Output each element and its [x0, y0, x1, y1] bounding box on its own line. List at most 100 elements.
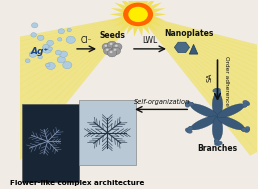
Circle shape [215, 142, 220, 146]
Circle shape [245, 128, 250, 132]
Polygon shape [119, 20, 132, 31]
FancyBboxPatch shape [79, 100, 136, 165]
Circle shape [48, 47, 53, 50]
Circle shape [245, 127, 250, 131]
Polygon shape [110, 12, 125, 17]
Circle shape [107, 50, 117, 57]
Polygon shape [133, 24, 140, 36]
Circle shape [244, 129, 249, 133]
Circle shape [217, 141, 222, 145]
Text: Cl⁻: Cl⁻ [80, 36, 92, 45]
Circle shape [243, 103, 247, 107]
Circle shape [185, 102, 190, 105]
Polygon shape [111, 15, 126, 21]
Circle shape [216, 91, 221, 94]
Polygon shape [126, 23, 136, 35]
Circle shape [46, 62, 55, 70]
Circle shape [188, 126, 193, 130]
Circle shape [67, 28, 71, 32]
Circle shape [185, 128, 190, 132]
Polygon shape [141, 23, 150, 35]
Circle shape [243, 103, 247, 107]
Circle shape [58, 38, 62, 41]
Circle shape [241, 128, 246, 131]
Circle shape [110, 51, 112, 53]
Polygon shape [217, 116, 244, 130]
Circle shape [217, 142, 221, 145]
Circle shape [63, 61, 72, 69]
Circle shape [102, 43, 111, 50]
Circle shape [245, 102, 250, 106]
Circle shape [188, 130, 192, 133]
Circle shape [215, 88, 220, 92]
Circle shape [58, 29, 64, 34]
Text: Flower-like complex architecture: Flower-like complex architecture [11, 180, 145, 186]
Circle shape [103, 47, 113, 55]
Circle shape [188, 127, 192, 130]
Polygon shape [138, 14, 258, 156]
Text: Nanoplates: Nanoplates [164, 29, 214, 38]
Polygon shape [189, 44, 198, 54]
Circle shape [110, 43, 112, 45]
Circle shape [189, 102, 194, 106]
Circle shape [216, 91, 221, 95]
Circle shape [115, 45, 118, 47]
Circle shape [47, 40, 54, 46]
Text: SA: SA [206, 73, 212, 82]
Polygon shape [141, 0, 150, 6]
Circle shape [112, 43, 122, 50]
Circle shape [216, 88, 221, 92]
Circle shape [214, 139, 219, 143]
Circle shape [187, 129, 191, 133]
Polygon shape [212, 93, 223, 117]
Polygon shape [150, 8, 165, 14]
Text: Order adherence: Order adherence [224, 56, 229, 105]
Circle shape [188, 126, 193, 130]
Circle shape [245, 101, 249, 105]
Polygon shape [114, 2, 129, 11]
Circle shape [242, 104, 247, 107]
Text: LWL: LWL [142, 36, 158, 45]
Circle shape [186, 129, 190, 132]
Polygon shape [114, 18, 129, 26]
Circle shape [241, 127, 246, 131]
Circle shape [107, 41, 117, 49]
Circle shape [241, 128, 246, 132]
Circle shape [38, 55, 43, 59]
Polygon shape [144, 0, 157, 8]
Circle shape [189, 102, 194, 106]
Circle shape [45, 63, 50, 67]
Polygon shape [150, 15, 165, 21]
Circle shape [42, 46, 52, 53]
Polygon shape [137, 24, 143, 36]
Circle shape [128, 7, 148, 22]
Circle shape [214, 139, 219, 143]
Polygon shape [137, 0, 143, 5]
Text: Seeds: Seeds [99, 31, 125, 40]
Circle shape [104, 45, 107, 47]
Polygon shape [147, 2, 162, 11]
Polygon shape [217, 104, 244, 118]
Polygon shape [174, 42, 190, 53]
Circle shape [244, 101, 248, 104]
Circle shape [29, 51, 37, 57]
Circle shape [37, 35, 44, 40]
Circle shape [188, 102, 193, 106]
Circle shape [111, 47, 120, 55]
Polygon shape [133, 0, 140, 5]
Polygon shape [111, 8, 126, 14]
Circle shape [242, 104, 247, 107]
Circle shape [55, 50, 61, 55]
Polygon shape [151, 12, 167, 17]
Text: Ag⁺: Ag⁺ [31, 47, 49, 56]
Text: Branches: Branches [197, 144, 238, 153]
Polygon shape [126, 0, 136, 6]
Polygon shape [212, 117, 223, 141]
Polygon shape [191, 116, 218, 130]
FancyBboxPatch shape [22, 104, 79, 182]
Circle shape [245, 126, 250, 130]
Circle shape [216, 91, 221, 95]
Polygon shape [147, 18, 162, 26]
Circle shape [186, 101, 191, 105]
Circle shape [31, 33, 36, 37]
